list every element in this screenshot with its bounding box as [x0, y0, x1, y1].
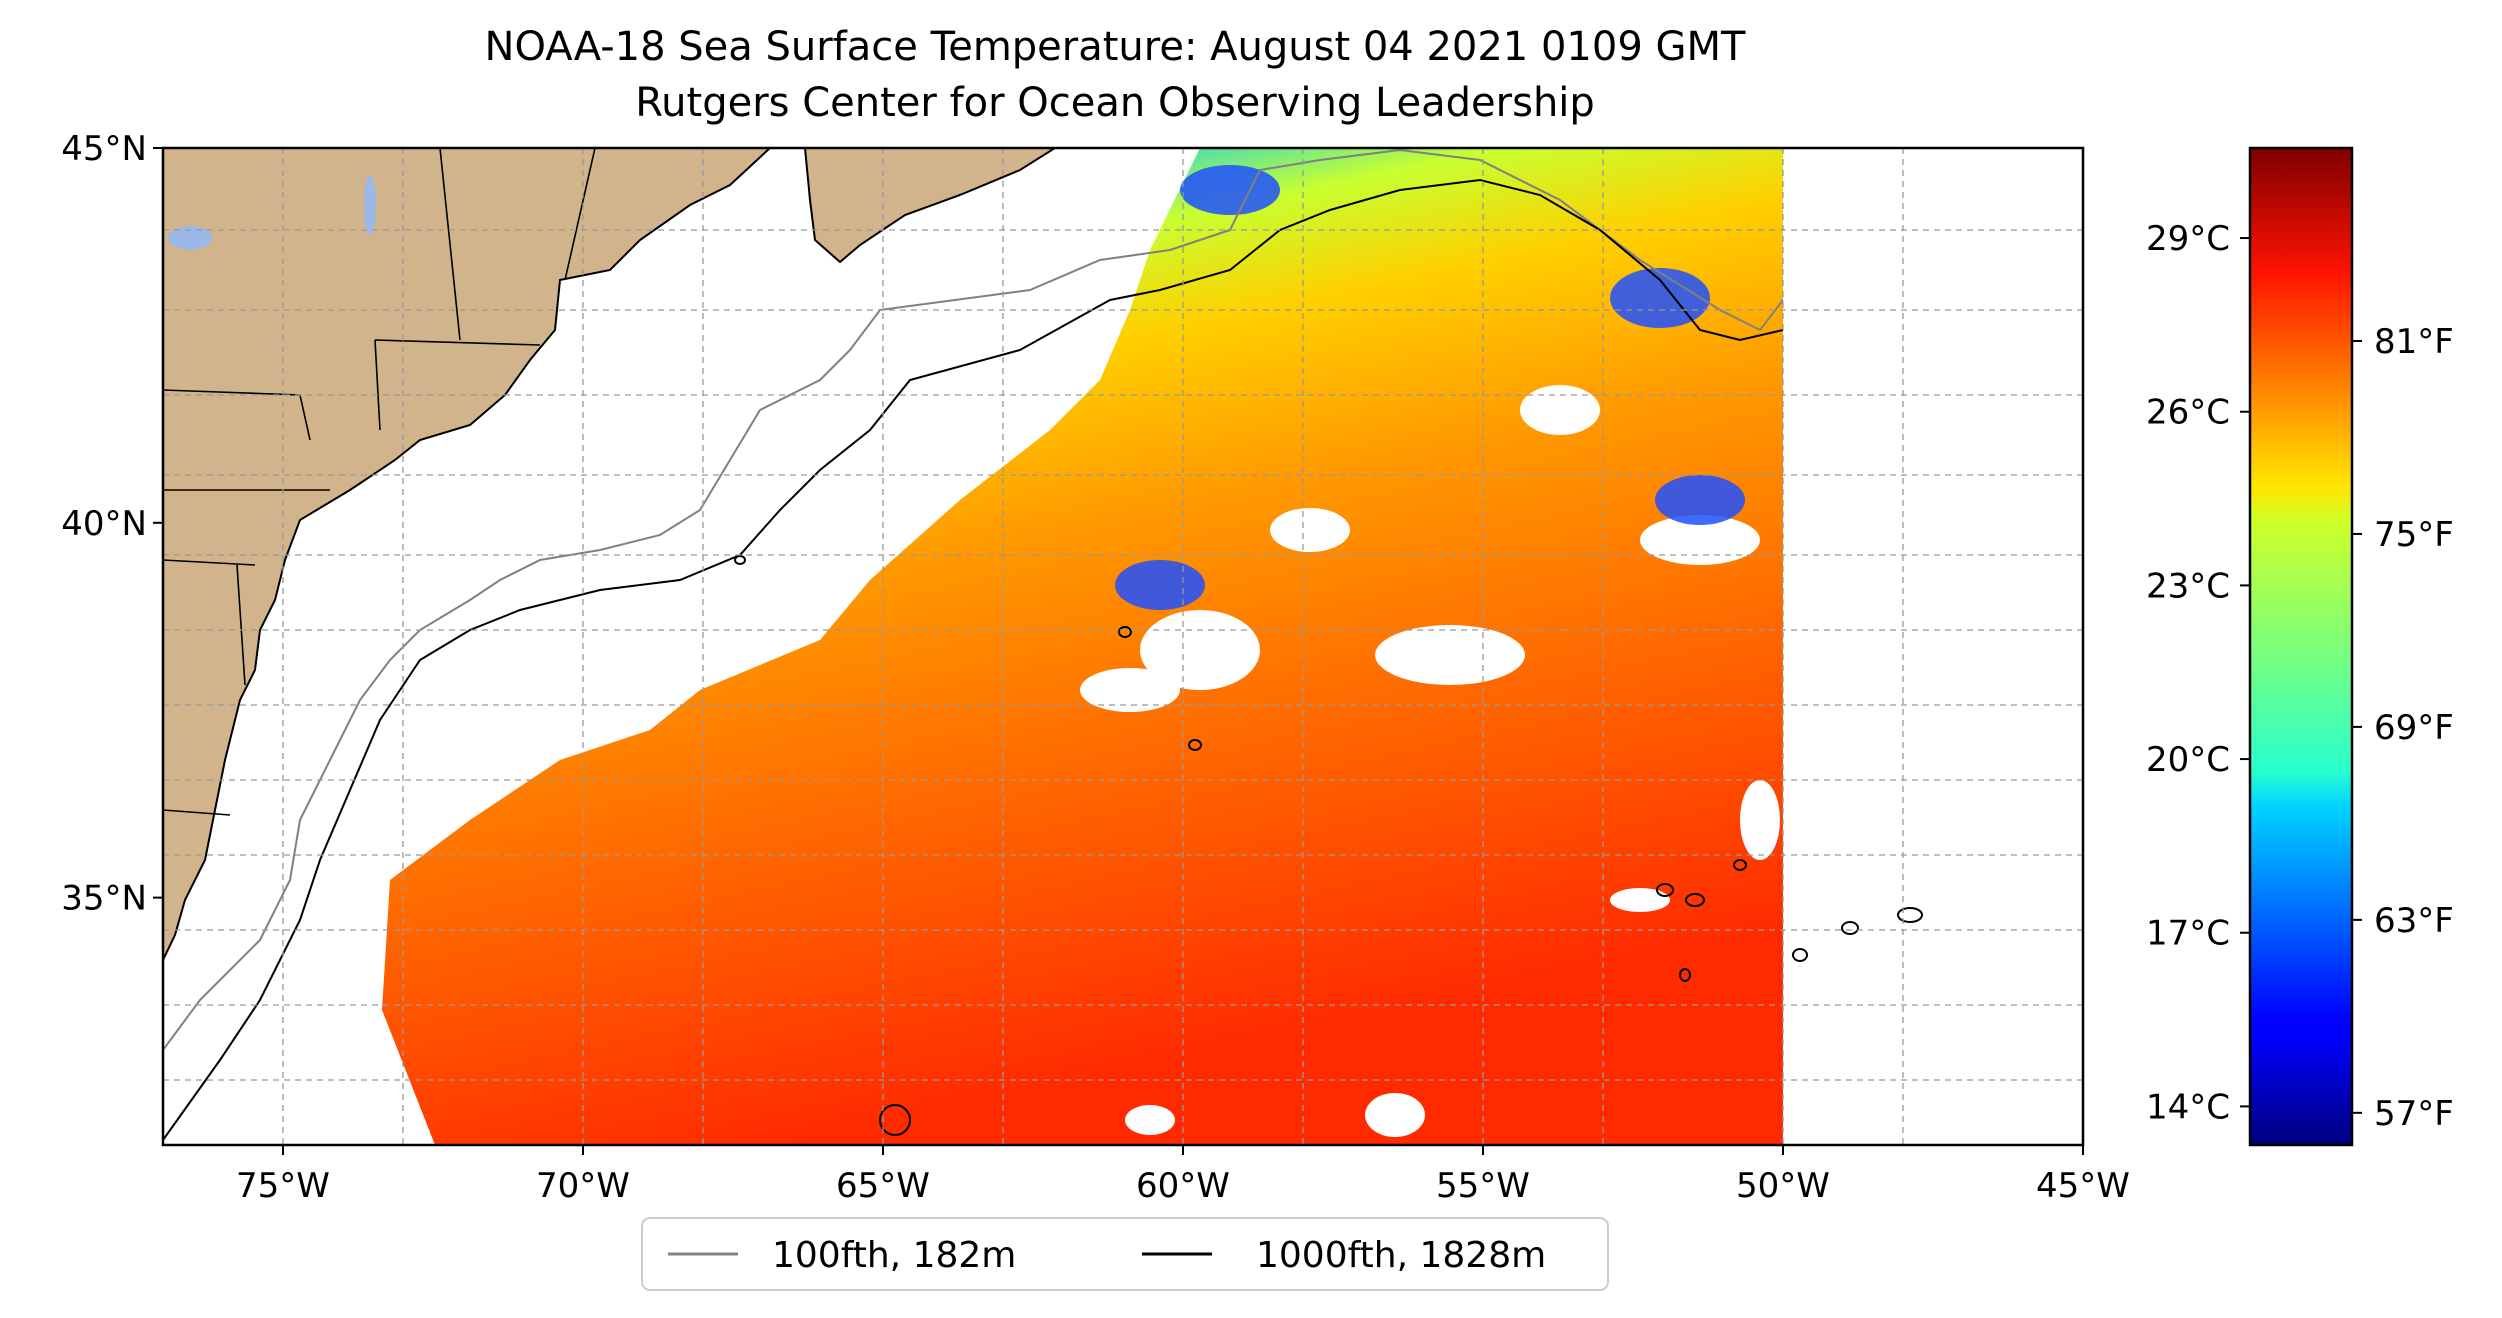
lon-tick-label: 70°W	[536, 1166, 630, 1206]
lat-tick-label: 45°N	[61, 129, 147, 169]
legend-box	[641, 1217, 1609, 1291]
celsius-tick-label: 20°C	[2146, 740, 2230, 780]
map-area	[163, 148, 1923, 1145]
map-frame	[161, 146, 2085, 1147]
state-boundaries	[163, 148, 596, 816]
lon-tick-label: 55°W	[1436, 1166, 1530, 1206]
fahrenheit-tick-label: 63°F	[2374, 901, 2454, 941]
colorbar: 29°C 26°C 23°C 20°C 17°C 14°C 81°F 75°F 69°F 63°…	[2146, 146, 2454, 1147]
longitude-axis: 75°W 70°W 65°W 60°W 55°W 50°W 45°W	[236, 1145, 2130, 1206]
gridlines	[163, 148, 2083, 1145]
sst-data-swath	[382, 148, 1783, 1145]
legend: 100fth, 182m 1000fth, 1828m	[641, 1217, 1609, 1291]
celsius-tick-label: 26°C	[2146, 393, 2230, 433]
land-nova-scotia	[803, 148, 1057, 264]
fahrenheit-tick-label: 69°F	[2374, 708, 2454, 748]
celsius-tick-label: 17°C	[2146, 914, 2230, 954]
fahrenheit-tick-label: 75°F	[2374, 515, 2454, 555]
lon-tick-label: 45°W	[2036, 1166, 2130, 1206]
colorbar-fahrenheit-axis: 81°F 75°F 69°F 63°F 57°F	[2352, 322, 2454, 1134]
celsius-tick-label: 23°C	[2146, 566, 2230, 606]
land-us-coast	[163, 148, 772, 961]
lon-tick-label: 50°W	[1736, 1166, 1830, 1206]
celsius-tick-label: 29°C	[2146, 219, 2230, 259]
lon-tick-label: 60°W	[1136, 1166, 1230, 1206]
colorbar-gradient	[2248, 146, 2354, 1147]
colorbar-celsius-axis: 29°C 26°C 23°C 20°C 17°C 14°C	[2146, 219, 2250, 1127]
lakes	[168, 175, 376, 250]
map-subtitle: Rutgers Center for Ocean Observing Leade…	[635, 80, 1595, 126]
lat-tick-label: 35°N	[61, 879, 147, 919]
fahrenheit-tick-label: 81°F	[2374, 322, 2454, 362]
celsius-tick-label: 14°C	[2146, 1087, 2230, 1127]
fahrenheit-tick-label: 57°F	[2374, 1094, 2454, 1134]
map-title: NOAA-18 Sea Surface Temperature: August …	[484, 24, 1746, 70]
lon-tick-label: 75°W	[236, 1166, 330, 1206]
latitude-axis: 45°N 40°N 35°N	[61, 129, 163, 919]
lat-tick-label: 40°N	[61, 504, 147, 544]
lon-tick-label: 65°W	[836, 1166, 930, 1206]
isobath-1000fth	[163, 178, 1784, 1141]
legend-label-100fth: 100fth, 182m	[772, 1235, 1016, 1276]
isobath-100fth	[163, 148, 1784, 1051]
cold-patches	[1115, 165, 1745, 610]
seamount-contours	[734, 555, 1923, 1136]
legend-label-1000fth: 1000fth, 1828m	[1256, 1235, 1546, 1276]
